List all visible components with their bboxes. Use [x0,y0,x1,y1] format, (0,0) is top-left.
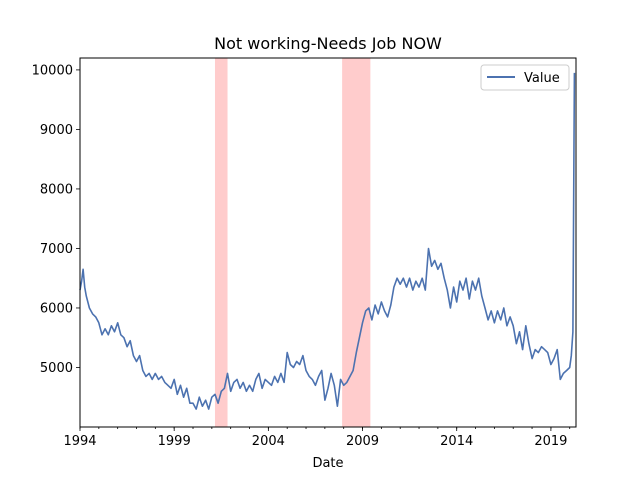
x-tick-label: 2009 [346,434,379,449]
x-axis: 1994 1999 2004 2009 2014 2019 [63,427,571,449]
y-tick-label: 5000 [40,361,73,376]
series-line-value [79,72,576,410]
x-tick-label: 2014 [440,434,473,449]
x-tick-label: 1994 [63,434,96,449]
y-tick-label: 8000 [40,182,73,197]
x-tick-label: 2019 [534,434,567,449]
chart-title: Not working-Needs Job NOW [214,34,442,53]
x-axis-label: Date [312,456,343,471]
legend-label-value: Value [524,71,560,86]
legend: Value [480,64,570,91]
y-tick-label: 9000 [40,123,73,138]
series-layer [79,72,576,410]
y-axis: 5000 6000 7000 8000 9000 10000 [32,63,80,376]
y-tick-label: 10000 [32,63,73,78]
x-tick-label: 2004 [252,434,285,449]
recession-band [214,58,228,427]
recession-band [342,58,371,427]
x-tick-label: 1999 [158,434,191,449]
recession-shading [214,58,371,427]
y-tick-label: 6000 [40,301,73,316]
plot-frame [79,57,577,428]
y-tick-label: 7000 [40,242,73,257]
legend-box [480,64,570,91]
